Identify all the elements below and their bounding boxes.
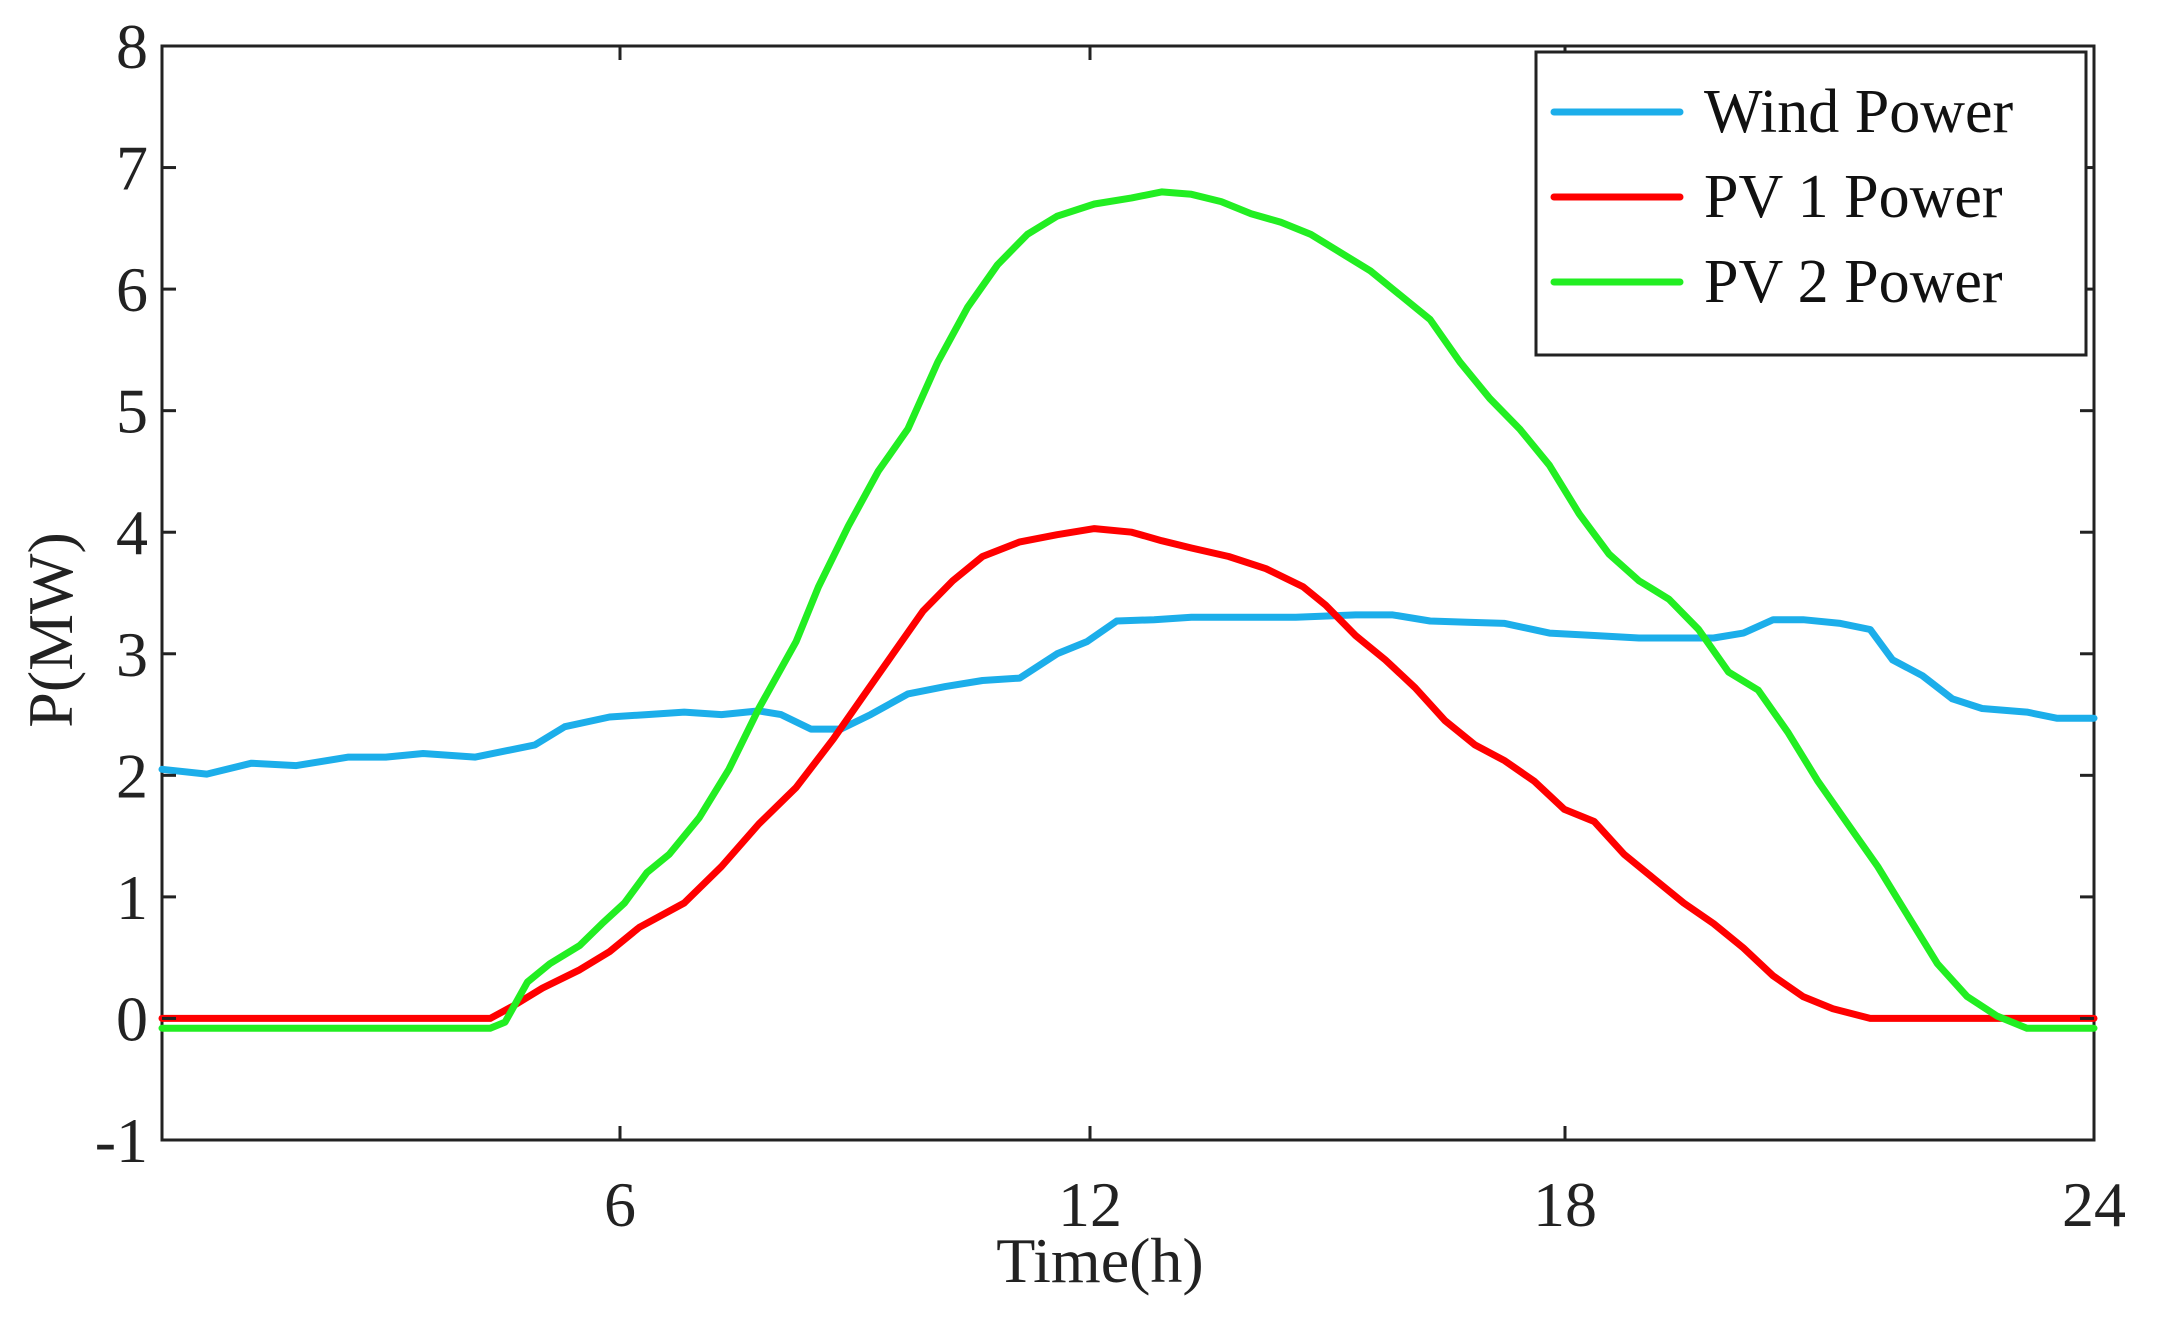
series-line-wind-power bbox=[158, 611, 2098, 778]
y-tick-label: 5 bbox=[116, 376, 148, 447]
x-tick-label: 12 bbox=[1058, 1169, 1122, 1240]
x-tick-label: 24 bbox=[2062, 1169, 2126, 1240]
x-axis-ticks: 6 12 18 24 bbox=[604, 46, 2126, 1240]
legend-label: PV 2 Power bbox=[1704, 248, 2003, 316]
legend: Wind Power PV 1 Power PV 2 Power bbox=[1534, 50, 2088, 357]
y-tick-label: 0 bbox=[116, 983, 148, 1054]
y-axis-ticks: -1 0 1 2 3 4 5 6 7 8 bbox=[95, 11, 2094, 1176]
y-tick-label: -1 bbox=[95, 1105, 148, 1176]
y-tick-label: 6 bbox=[116, 254, 148, 325]
x-axis-title: Time(h) bbox=[996, 1225, 1203, 1296]
y-tick-label: 4 bbox=[116, 497, 148, 568]
plot-area-frame bbox=[160, 44, 2096, 1142]
y-tick-label: 7 bbox=[116, 133, 148, 204]
legend-label: Wind Power bbox=[1704, 78, 2014, 146]
y-tick-label: 3 bbox=[116, 619, 148, 690]
legend-label: PV 1 Power bbox=[1704, 163, 2003, 231]
x-tick-label: 6 bbox=[604, 1169, 636, 1240]
y-tick-label: 1 bbox=[116, 862, 148, 933]
legend-box bbox=[1534, 50, 2088, 357]
series-line-pv-2-power bbox=[158, 188, 2098, 1032]
series-layer bbox=[158, 188, 2098, 1032]
legend-items: Wind Power PV 1 Power PV 2 Power bbox=[1550, 78, 2014, 316]
y-axis-title: P(MW) bbox=[15, 532, 86, 728]
y-tick-label: 2 bbox=[116, 740, 148, 811]
series-line-pv-1-power bbox=[158, 525, 2098, 1022]
y-tick-label: 8 bbox=[116, 11, 148, 82]
x-tick-label: 18 bbox=[1533, 1169, 1597, 1240]
